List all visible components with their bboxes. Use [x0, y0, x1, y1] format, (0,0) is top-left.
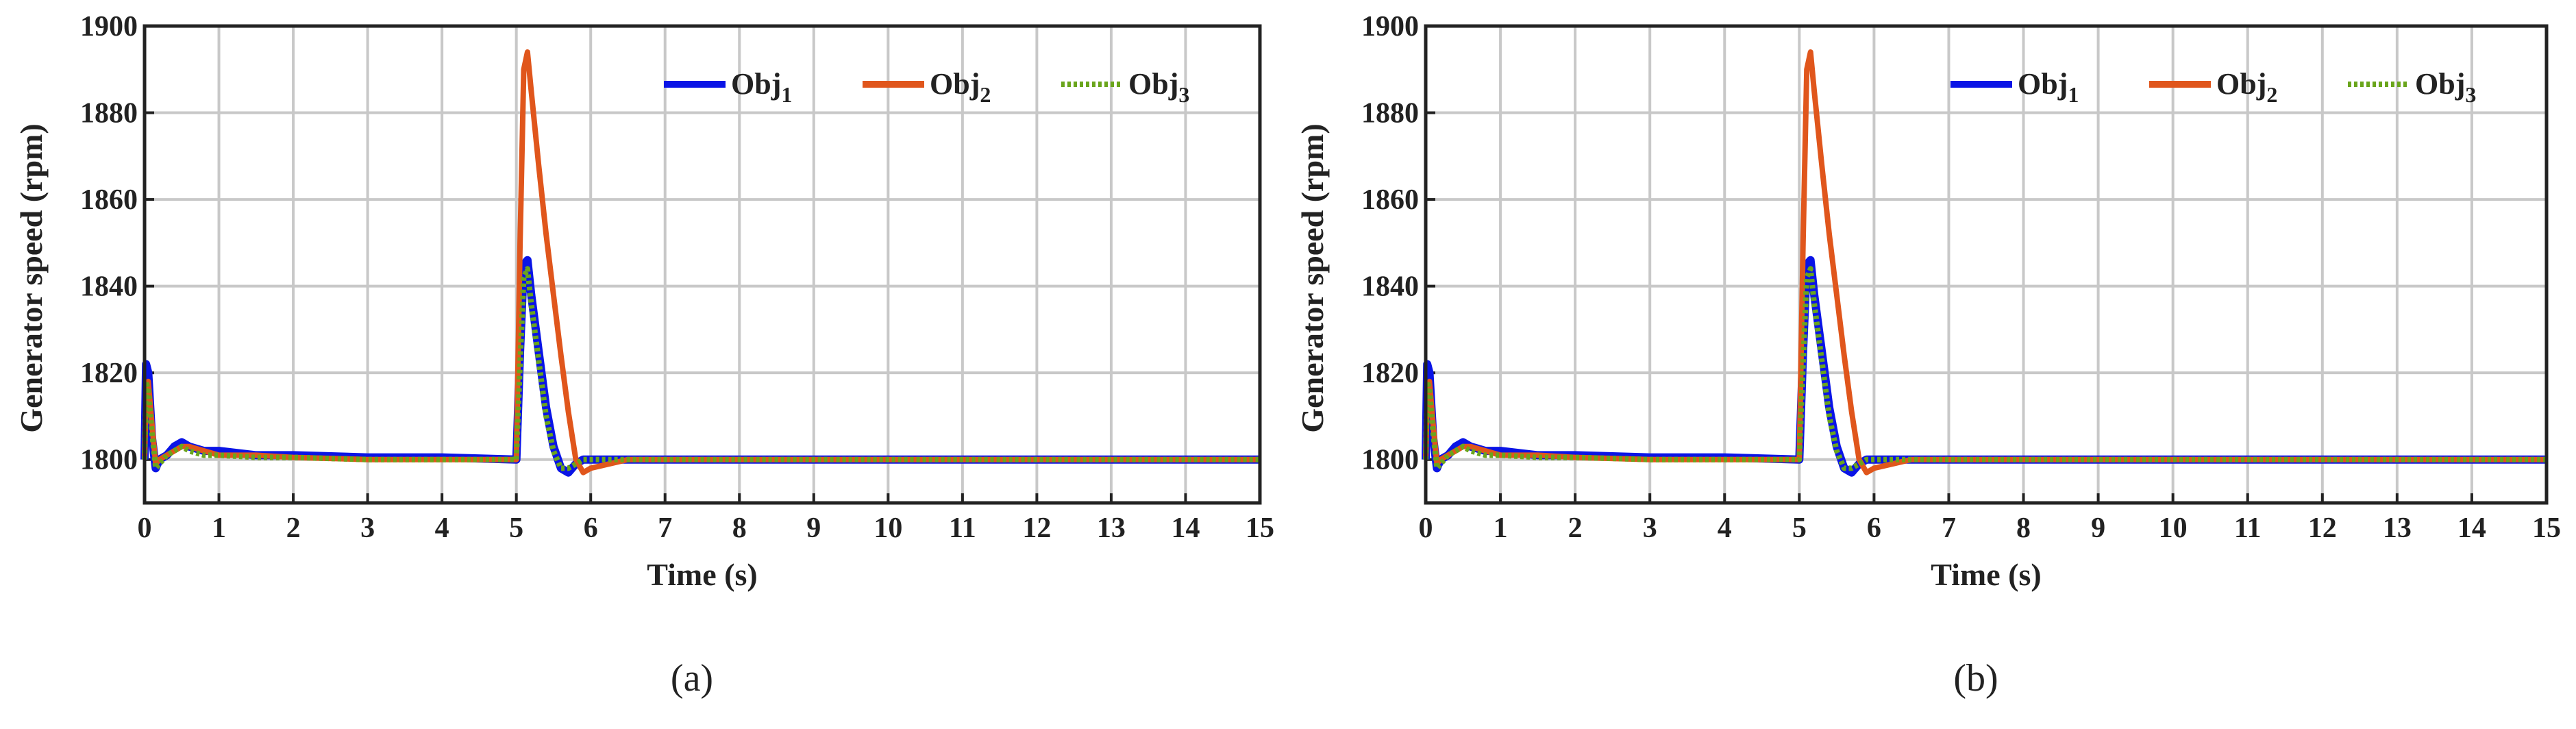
x-tick-label: 8	[2016, 512, 2031, 544]
y-axis-label: Generator speed (rpm)	[14, 123, 49, 432]
series-line	[1423, 49, 2547, 475]
x-tick-label: 4	[435, 512, 449, 544]
x-tick-label: 5	[1792, 512, 1807, 544]
x-tick-label: 14	[1171, 512, 1200, 544]
series-line	[140, 256, 1260, 477]
x-tick-label: 2	[1568, 512, 1583, 544]
legend-label: Obj1	[731, 67, 792, 107]
legend-label: Obj2	[2216, 67, 2277, 107]
x-tick-label: 3	[1643, 512, 1657, 544]
y-tick-label: 1800	[80, 445, 138, 476]
caption: (a)	[671, 657, 713, 700]
x-tick-label: 7	[658, 512, 672, 544]
x-tick-label: 10	[874, 512, 902, 544]
x-tick-label: 3	[360, 512, 375, 544]
x-tick-label: 13	[1097, 512, 1126, 544]
x-tick-label: 9	[806, 512, 821, 544]
y-tick-label: 1880	[80, 98, 138, 129]
x-tick-label: 2	[286, 512, 301, 544]
y-tick-label: 1840	[1361, 271, 1419, 303]
x-tick-label: 7	[1942, 512, 1956, 544]
x-tick-label: 8	[732, 512, 747, 544]
x-tick-label: 9	[2091, 512, 2105, 544]
x-axis-label: Time (s)	[647, 557, 757, 592]
legend-label: Obj1	[2018, 67, 2079, 107]
plot-frame	[143, 24, 1262, 505]
x-tick-label: 6	[584, 512, 598, 544]
plot-frame	[1424, 24, 2549, 505]
x-tick-label: 15	[1246, 512, 1274, 544]
x-axis-label: Time (s)	[1931, 557, 2041, 592]
x-tick-label: 1	[212, 512, 226, 544]
series-line	[142, 49, 1260, 475]
x-tick-label: 13	[2383, 512, 2412, 544]
series-line	[1423, 266, 2547, 471]
x-tick-label: 10	[2159, 512, 2188, 544]
x-tick-label: 14	[2457, 512, 2486, 544]
x-tick-label: 15	[2532, 512, 2561, 544]
x-tick-label: 4	[1718, 512, 1732, 544]
y-tick-label: 1800	[1361, 445, 1419, 476]
legend-label: Obj3	[2415, 67, 2476, 107]
x-tick-label: 6	[1867, 512, 1881, 544]
y-tick-label: 1900	[1361, 11, 1419, 42]
x-tick-label: 0	[138, 512, 152, 544]
y-tick-label: 1840	[80, 271, 138, 303]
y-tick-label: 1820	[1361, 358, 1419, 389]
y-tick-label: 1880	[1361, 98, 1419, 129]
x-tick-label: 12	[1022, 512, 1051, 544]
y-tick-label: 1900	[80, 11, 138, 42]
legend-label: Obj2	[930, 67, 991, 107]
y-axis-label: Generator speed (rpm)	[1295, 123, 1330, 432]
series-line	[142, 266, 1260, 471]
x-tick-label: 11	[949, 512, 976, 544]
x-tick-label: 11	[2234, 512, 2262, 544]
caption: (b)	[1953, 657, 1998, 700]
legend-label: Obj3	[1128, 67, 1189, 107]
series-line	[1422, 256, 2547, 477]
x-tick-label: 1	[1494, 512, 1508, 544]
x-tick-label: 0	[1419, 512, 1433, 544]
y-tick-label: 1860	[1361, 184, 1419, 216]
x-tick-label: 12	[2308, 512, 2337, 544]
x-tick-label: 5	[509, 512, 523, 544]
y-tick-label: 1860	[80, 184, 138, 216]
y-tick-label: 1820	[80, 358, 138, 389]
